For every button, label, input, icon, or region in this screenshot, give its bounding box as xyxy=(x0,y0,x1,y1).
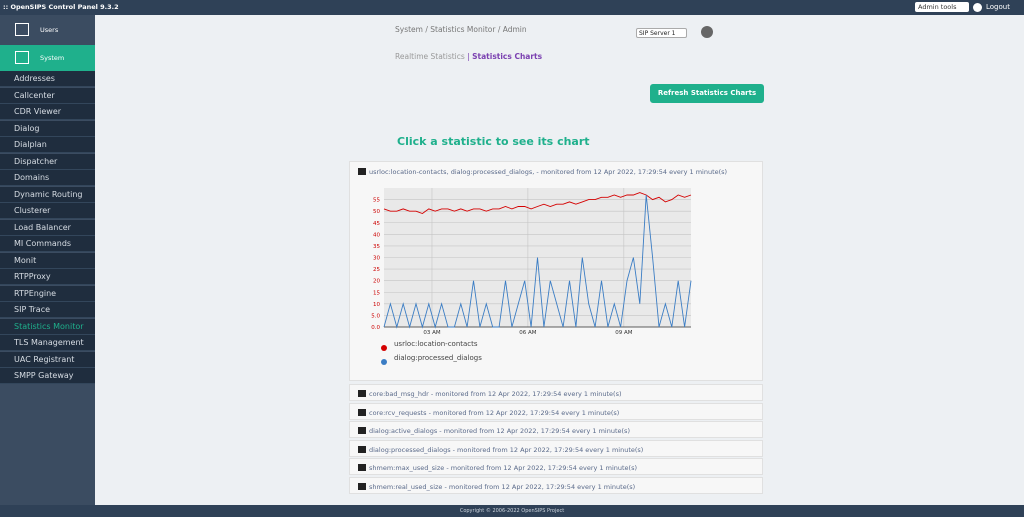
stat-icon xyxy=(358,427,366,435)
breadcrumb: System / Statistics Monitor / Admin xyxy=(395,25,527,34)
stat-row[interactable]: dialog:processed_dialogs - monitored fro… xyxy=(349,439,763,457)
stat-label: shmem:max_used_size - monitored from 12 … xyxy=(369,464,638,473)
sidebar-item[interactable]: RTPEngine xyxy=(0,285,95,302)
stat-icon xyxy=(358,390,366,397)
sidebar-item[interactable]: Callcenter xyxy=(0,87,95,104)
stat-caption: shmem:max_used_size - monitored from 12 … xyxy=(358,464,637,472)
sidebar-item[interactable]: MI Commands xyxy=(0,236,95,252)
tab-active[interactable]: Statistics Charts xyxy=(472,52,543,61)
stat-icon xyxy=(358,483,366,490)
sidebar-item[interactable]: Statistics Monitor xyxy=(0,318,95,335)
stat-caption: core:rcv_requests - monitored from 12 Ap… xyxy=(358,408,620,417)
y-tick-label: 50 xyxy=(373,209,380,215)
stat-label: shmem:real_used_size - monitored from 12… xyxy=(369,483,636,491)
stat-row[interactable]: core:bad_msg_hdr - monitored from 12 Apr… xyxy=(349,384,763,401)
stat-caption: core:bad_msg_hdr - monitored from 12 Apr… xyxy=(358,390,622,398)
sidebar-item[interactable]: Dialog xyxy=(0,120,95,137)
stat-caption: dialog:processed_dialogs - monitored fro… xyxy=(358,445,644,454)
stat-caption: dialog:active_dialogs - monitored from 1… xyxy=(358,427,630,435)
stats-list: core:bad_msg_hdr - monitored from 12 Apr… xyxy=(349,384,763,505)
sidebar-item[interactable]: Dialplan xyxy=(0,137,95,153)
sidebar-item[interactable]: UAC Registrant xyxy=(0,351,95,368)
y-tick-label: 20 xyxy=(373,279,380,285)
footer: Copyright © 2006-2022 OpenSIPS Project xyxy=(0,505,1024,517)
y-tick-label: 45 xyxy=(373,221,380,227)
legend-label: dialog:processed_dialogs xyxy=(394,354,482,362)
x-tick-label: 06 AM xyxy=(519,330,537,336)
sidebar-item[interactable]: SIP Trace xyxy=(0,302,95,318)
section-icon xyxy=(15,23,29,36)
logout-icon xyxy=(973,3,982,12)
sidebar-item[interactable]: Domains xyxy=(0,170,95,186)
sidebar-item[interactable]: SMPP Gateway xyxy=(0,368,95,384)
chart-title: usrloc:location-contacts, dialog:process… xyxy=(369,168,728,176)
stat-row[interactable]: dialog:active_dialogs - monitored from 1… xyxy=(349,421,763,439)
sidebar-item[interactable]: Addresses xyxy=(0,71,95,87)
chart: 0.0 5.0 10 15 20 25 30 35 40 45 50 55 03 AM 06 AM 09 A… xyxy=(371,188,692,365)
stat-row[interactable]: shmem:real_used_size - monitored from 12… xyxy=(349,477,763,494)
y-tick-label: 25 xyxy=(373,267,380,273)
x-tick-label: 09 AM xyxy=(615,330,633,336)
legend-label: usrloc:location-contacts xyxy=(394,340,478,348)
sidebar-item[interactable]: Clusterer xyxy=(0,203,95,219)
stat-row[interactable]: core:rcv_requests - monitored from 12 Ap… xyxy=(349,402,763,420)
sidebar-item[interactable]: Dynamic Routing xyxy=(0,186,95,203)
legend-marker xyxy=(381,345,387,351)
section-label: System xyxy=(40,54,65,62)
stat-icon xyxy=(358,464,366,472)
sidebar-item[interactable]: Monit xyxy=(0,252,95,269)
chart-caption: usrloc:location-contacts, dialog:process… xyxy=(358,168,727,176)
x-tick-label: 03 AM xyxy=(423,330,441,336)
y-tick-label: 35 xyxy=(373,244,380,250)
refresh-button[interactable]: Refresh Statistics Charts xyxy=(650,84,764,103)
y-tick-label: 10 xyxy=(373,302,380,308)
stat-icon xyxy=(358,445,366,453)
y-tick-label: 15 xyxy=(373,290,380,296)
admin-tools-select[interactable]: Admin tools xyxy=(915,2,969,12)
sidebar: Users System Addresses Callcenter CDR Viewer… xyxy=(0,15,95,505)
stat-row[interactable]: shmem:max_used_size - monitored from 12 … xyxy=(349,458,763,476)
sidebar-item[interactable]: TLS Management xyxy=(0,335,95,351)
chart-panel[interactable]: usrloc:location-contacts, dialog:process… xyxy=(349,161,763,381)
stat-label: core:rcv_requests - monitored from 12 Ap… xyxy=(369,408,620,417)
tabs: Realtime Statistics | Statistics Charts xyxy=(395,52,543,61)
server-select[interactable]: SIP Server 1 xyxy=(636,28,687,38)
legend-marker xyxy=(381,359,387,365)
stat-icon xyxy=(358,408,366,416)
series-line xyxy=(383,192,692,215)
sidebar-item[interactable]: CDR Viewer xyxy=(0,104,95,120)
stat-label: core:bad_msg_hdr - monitored from 12 Apr… xyxy=(369,390,622,398)
y-tick-label: 55 xyxy=(373,198,380,204)
sidebar-section[interactable]: Users xyxy=(0,17,95,43)
logout-link[interactable]: Logout xyxy=(986,3,1010,11)
series-line xyxy=(383,194,692,329)
section-icon xyxy=(15,51,29,64)
app-title: :: OpenSIPS Control Panel 9.3.2 xyxy=(3,3,119,11)
top-bar: :: OpenSIPS Control Panel 9.3.2 Admin to… xyxy=(0,0,1024,15)
y-tick-label: 0.0 xyxy=(371,325,380,331)
y-tick-label: 30 xyxy=(373,256,380,262)
stat-label: dialog:processed_dialogs - monitored fro… xyxy=(369,445,644,454)
sidebar-item[interactable]: RTPProxy xyxy=(0,269,95,285)
sidebar-section[interactable]: System xyxy=(0,45,95,71)
section-label: Users xyxy=(40,26,59,34)
y-tick-label: 40 xyxy=(373,232,380,238)
y-tick-label: 5.0 xyxy=(371,313,380,319)
tab[interactable]: Realtime Statistics xyxy=(395,52,465,61)
stat-label: dialog:active_dialogs - monitored from 1… xyxy=(369,427,630,436)
settings-icon[interactable] xyxy=(701,26,713,38)
stat-caption: shmem:real_used_size - monitored from 12… xyxy=(358,483,635,491)
sidebar-item[interactable]: Dispatcher xyxy=(0,153,95,170)
sidebar-item[interactable]: Load Balancer xyxy=(0,219,95,236)
heading: Click a statistic to see its chart xyxy=(397,135,590,148)
